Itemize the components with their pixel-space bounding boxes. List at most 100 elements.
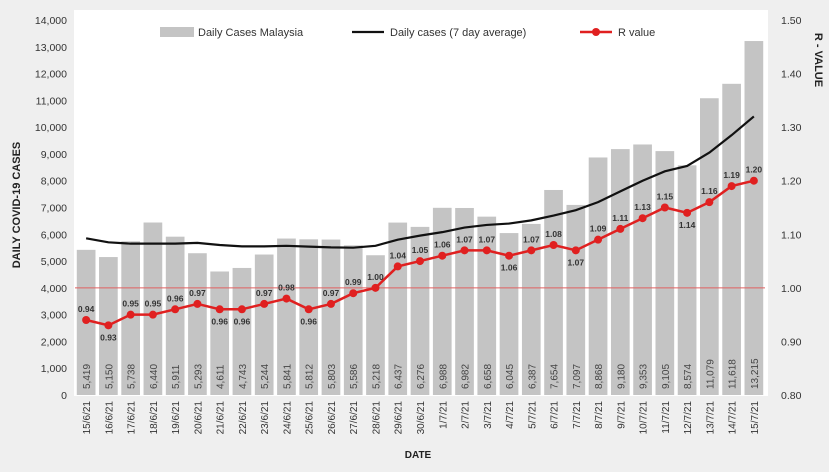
bar-value-label: 6,276 [416, 364, 427, 389]
bar-value-label: 7,654 [550, 364, 561, 389]
legend-label-r: R value [618, 27, 655, 39]
bar-value-label: 9,353 [639, 364, 650, 389]
y2-tick-label: 1.40 [781, 69, 802, 81]
r-value-point [749, 176, 758, 185]
r-value-label: 1.13 [634, 202, 651, 212]
bar-5/7/21 [521, 223, 541, 395]
y2-tick-label: 1.20 [781, 176, 802, 188]
bar-22/6/21 [232, 267, 252, 395]
y-axis-title: DAILY COVID-19 CASES [11, 142, 23, 269]
y-tick-label: 0 [61, 390, 67, 402]
r-value-label: 1.07 [523, 234, 540, 244]
x-tick-label: 27/6/21 [349, 401, 360, 435]
r-value-label: 0.96 [300, 316, 317, 326]
bar-value-label: 5,738 [127, 364, 138, 389]
r-value-label: 1.00 [367, 272, 384, 282]
bar-7/7/21 [566, 204, 586, 395]
r-value-label: 1.04 [389, 250, 406, 260]
legend-label-average: Daily cases (7 day average) [390, 27, 526, 39]
bar-value-label: 6,437 [394, 364, 405, 389]
r-value-label: 1.07 [568, 257, 585, 267]
x-tick-label: 15/7/21 [750, 401, 761, 435]
bar-value-label: 5,812 [305, 364, 316, 389]
r-value-point [260, 299, 269, 308]
x-tick-label: 16/6/21 [104, 401, 115, 435]
bar-value-label: 6,387 [527, 364, 538, 389]
bar-19/6/21 [165, 236, 185, 395]
bar-15/7/21 [744, 41, 764, 395]
bar-value-label: 5,293 [193, 364, 204, 389]
x-tick-label: 10/7/21 [639, 401, 650, 435]
bar-value-label: 5,218 [371, 364, 382, 389]
x-tick-label: 9/7/21 [616, 401, 627, 429]
bar-value-label: 6,982 [461, 364, 472, 389]
r-value-label: 0.95 [145, 299, 162, 309]
x-tick-label: 6/7/21 [550, 401, 561, 429]
y2-tick-label: 1.00 [781, 283, 802, 295]
x-tick-label: 30/6/21 [416, 401, 427, 435]
x-tick-label: 14/7/21 [728, 401, 739, 435]
y-tick-label: 9,000 [41, 149, 67, 161]
y-tick-label: 7,000 [41, 203, 67, 215]
x-tick-label: 22/6/21 [238, 401, 249, 435]
legend-label-bars: Daily Cases Malaysia [198, 27, 304, 39]
bar-value-label: 5,419 [82, 364, 93, 389]
bar-8/7/21 [588, 157, 608, 395]
r-value-point [371, 283, 380, 292]
r-value-label: 1.15 [657, 192, 674, 202]
r-value-label: 0.93 [100, 332, 117, 342]
y-tick-label: 6,000 [41, 229, 67, 241]
bar-9/7/21 [610, 149, 630, 395]
bar-value-label: 5,911 [171, 364, 182, 389]
bar-value-label: 5,150 [104, 364, 115, 389]
bar-30/6/21 [410, 226, 430, 395]
r-value-point [326, 299, 335, 308]
y-tick-label: 13,000 [35, 42, 67, 54]
x-tick-label: 1/7/21 [438, 401, 449, 429]
r-value-label: 1.07 [479, 234, 496, 244]
r-value-label: 0.96 [211, 316, 228, 326]
y-tick-label: 1,000 [41, 363, 67, 375]
y2-tick-label: 0.90 [781, 336, 802, 348]
bar-value-label: 5,841 [282, 364, 293, 389]
y-tick-label: 10,000 [35, 122, 67, 134]
r-value-point [393, 262, 402, 271]
r-value-point [594, 235, 603, 244]
x-tick-label: 28/6/21 [371, 401, 382, 435]
y-tick-label: 5,000 [41, 256, 67, 268]
x-tick-label: 18/6/21 [149, 401, 160, 435]
bar-23/6/21 [254, 254, 274, 395]
r-value-point [215, 305, 224, 314]
y-tick-label: 8,000 [41, 176, 67, 188]
x-tick-label: 11/7/21 [661, 401, 672, 434]
r-value-point [304, 305, 313, 314]
x-tick-label: 2/7/21 [461, 401, 472, 429]
bar-value-label: 6,045 [505, 364, 516, 389]
x-tick-label: 26/6/21 [327, 401, 338, 435]
x-tick-label: 19/6/21 [171, 401, 182, 435]
bar-12/7/21 [677, 165, 697, 395]
r-value-label: 1.20 [746, 165, 763, 175]
r-value-point [126, 310, 135, 319]
bar-value-label: 7,097 [572, 364, 583, 389]
r-value-point [727, 182, 736, 191]
r-value-point [460, 246, 469, 255]
r-value-label: 0.96 [167, 293, 184, 303]
bar-value-label: 5,803 [327, 364, 338, 389]
r-value-label: 0.97 [189, 288, 206, 298]
x-tick-label: 25/6/21 [305, 401, 316, 435]
r-value-label: 1.06 [434, 240, 451, 250]
y2-tick-label: 1.50 [781, 15, 802, 27]
x-tick-label: 13/7/21 [705, 401, 716, 435]
x-tick-label: 20/6/21 [193, 401, 204, 435]
r-value-point [549, 241, 558, 249]
x-tick-label: 4/7/21 [505, 401, 516, 429]
seven-day-average-line [85, 115, 755, 249]
bar-18/6/21 [143, 222, 163, 395]
r-value-label: 1.14 [679, 220, 696, 230]
r-value-label: 1.09 [590, 224, 607, 234]
r-value-label: 1.08 [545, 229, 562, 239]
r-value-point [193, 299, 202, 308]
x-tick-label: 5/7/21 [527, 401, 538, 429]
